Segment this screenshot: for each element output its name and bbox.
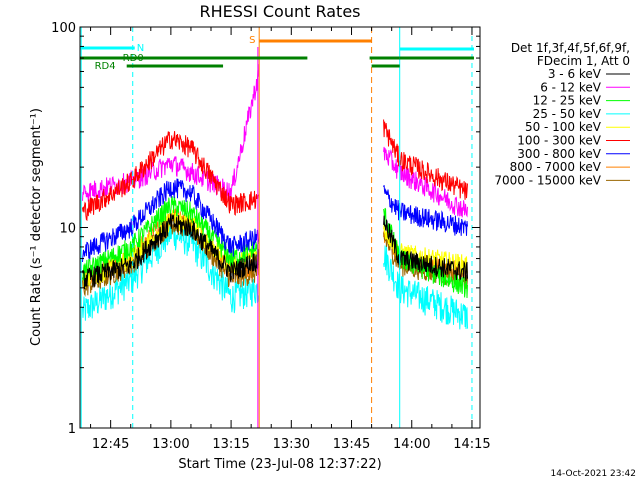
legend-label-0: 3 - 6 keV xyxy=(548,67,602,81)
legend: Det 1f,3f,4f,5f,6f,9f, FDecim 1, Att 0 3… xyxy=(494,41,630,187)
legend-header-line-2: FDecim 1, Att 0 xyxy=(537,54,630,68)
x-axis-ticks: 12:45 13:00 13:15 13:30 13:45 14:00 14:15 xyxy=(90,27,491,452)
series-line-300-800-kev-part-1 xyxy=(82,178,260,263)
series-line-50-100-kev-part-2 xyxy=(383,223,468,275)
legend-label-2: 12 - 25 keV xyxy=(533,94,602,108)
legend-label-1: 6 - 12 keV xyxy=(540,80,602,94)
plot-frame xyxy=(79,26,481,429)
x-tick-label-5: 14:00 xyxy=(393,437,430,452)
series-layer xyxy=(82,64,468,330)
series-line-100-300-kev-part-2 xyxy=(383,119,468,200)
annotation-rd4: RD4 xyxy=(95,61,116,72)
annotation-s: S xyxy=(249,35,255,46)
series-line-3-6-kev-part-2 xyxy=(383,215,468,282)
legend-header-line-1: Det 1f,3f,4f,5f,6f,9f, xyxy=(511,41,630,55)
legend-label-5: 100 - 300 keV xyxy=(517,134,601,148)
legend-label-8: 7000 - 15000 keV xyxy=(494,173,601,187)
y-tick-label-0: 1 xyxy=(68,422,76,437)
chart-title: RHESSI Count Rates xyxy=(200,2,361,21)
timestamp: 14-Oct-2021 23:42 xyxy=(551,469,636,479)
series-line-100-300-kev-part-1 xyxy=(82,131,260,222)
y-tick-label-1: 10 xyxy=(59,222,76,237)
series-line-12-25-kev-part-1 xyxy=(82,196,260,281)
x-tick-label-4: 13:45 xyxy=(333,437,370,452)
annotation-rd0: RD0 xyxy=(123,53,144,64)
legend-label-4: 50 - 100 keV xyxy=(525,120,602,134)
x-tick-label-0: 12:45 xyxy=(92,437,129,452)
legend-label-3: 25 - 50 keV xyxy=(533,107,602,121)
series-line-6-12-kev-part-1 xyxy=(82,64,260,203)
y-tick-label-2: 100 xyxy=(51,21,76,36)
series-line-25-50-kev-part-2 xyxy=(383,245,468,330)
series-line-300-800-kev-part-2 xyxy=(383,185,468,236)
y-axis-ticks: 1 10 100 xyxy=(51,21,480,437)
legend-label-7: 800 - 7000 keV xyxy=(510,160,602,174)
series-line-3-6-kev-part-1 xyxy=(82,213,260,290)
x-tick-label-2: 13:15 xyxy=(212,437,249,452)
x-tick-label-1: 13:00 xyxy=(152,437,189,452)
annotation-n: N xyxy=(137,43,144,54)
legend-label-6: 300 - 800 keV xyxy=(517,147,601,161)
x-axis-label: Start Time (23-Jul-08 12:37:22) xyxy=(178,457,381,472)
series-line-6-12-kev-part-2 xyxy=(383,146,468,218)
y-axis-label: Count Rate (s⁻¹ detector segment⁻¹) xyxy=(29,108,44,346)
x-tick-label-6: 14:15 xyxy=(453,437,490,452)
x-tick-label-3: 13:30 xyxy=(273,437,310,452)
